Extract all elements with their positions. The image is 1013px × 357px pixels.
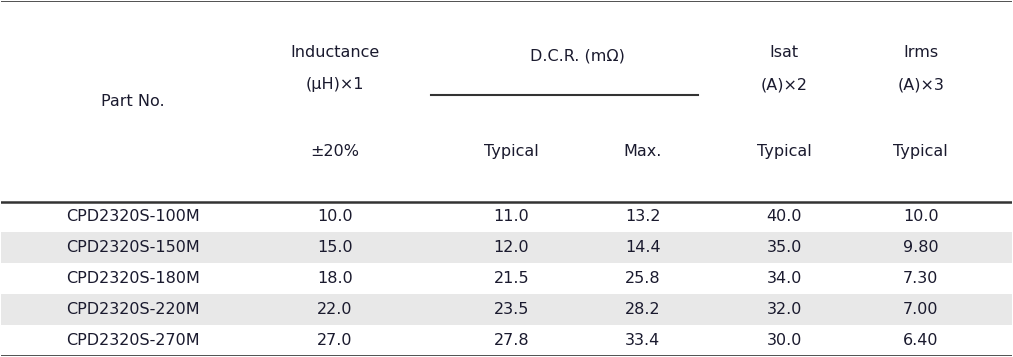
Text: (A)×3: (A)×3 xyxy=(898,77,944,92)
Text: 10.0: 10.0 xyxy=(317,210,353,225)
Text: 25.8: 25.8 xyxy=(625,271,660,286)
Text: 40.0: 40.0 xyxy=(767,210,802,225)
Text: CPD2320S-150M: CPD2320S-150M xyxy=(66,240,200,255)
Text: CPD2320S-220M: CPD2320S-220M xyxy=(66,302,200,317)
Text: 33.4: 33.4 xyxy=(625,333,660,348)
Text: CPD2320S-270M: CPD2320S-270M xyxy=(66,333,200,348)
Text: Typical: Typical xyxy=(484,145,539,160)
Text: CPD2320S-180M: CPD2320S-180M xyxy=(66,271,200,286)
Text: Inductance: Inductance xyxy=(290,45,380,60)
Text: (A)×2: (A)×2 xyxy=(761,77,807,92)
Text: 12.0: 12.0 xyxy=(493,240,530,255)
Text: (μH)×1: (μH)×1 xyxy=(306,77,364,92)
Text: D.C.R. (mΩ): D.C.R. (mΩ) xyxy=(530,49,625,64)
Text: Typical: Typical xyxy=(757,145,811,160)
Bar xyxy=(1,232,1012,263)
Text: 32.0: 32.0 xyxy=(767,302,802,317)
Text: 14.4: 14.4 xyxy=(625,240,660,255)
Text: CPD2320S-100M: CPD2320S-100M xyxy=(66,210,200,225)
Text: 13.2: 13.2 xyxy=(625,210,660,225)
Text: Isat: Isat xyxy=(770,45,799,60)
Text: 10.0: 10.0 xyxy=(903,210,938,225)
Text: 23.5: 23.5 xyxy=(494,302,529,317)
Text: Irms: Irms xyxy=(904,45,938,60)
Text: 34.0: 34.0 xyxy=(767,271,802,286)
Bar xyxy=(1,294,1012,325)
Text: 6.40: 6.40 xyxy=(903,333,938,348)
Text: ±20%: ±20% xyxy=(310,145,360,160)
Text: 27.0: 27.0 xyxy=(317,333,353,348)
Text: 27.8: 27.8 xyxy=(493,333,530,348)
Text: Max.: Max. xyxy=(624,145,663,160)
Text: 15.0: 15.0 xyxy=(317,240,353,255)
Text: 7.00: 7.00 xyxy=(903,302,938,317)
Text: 11.0: 11.0 xyxy=(493,210,530,225)
Text: 22.0: 22.0 xyxy=(317,302,353,317)
Text: 28.2: 28.2 xyxy=(625,302,660,317)
Text: 21.5: 21.5 xyxy=(493,271,530,286)
Text: 35.0: 35.0 xyxy=(767,240,802,255)
Text: 30.0: 30.0 xyxy=(767,333,802,348)
Text: Part No.: Part No. xyxy=(101,94,164,109)
Text: 7.30: 7.30 xyxy=(903,271,938,286)
Text: 18.0: 18.0 xyxy=(317,271,353,286)
Text: Typical: Typical xyxy=(893,145,948,160)
Text: 9.80: 9.80 xyxy=(903,240,938,255)
